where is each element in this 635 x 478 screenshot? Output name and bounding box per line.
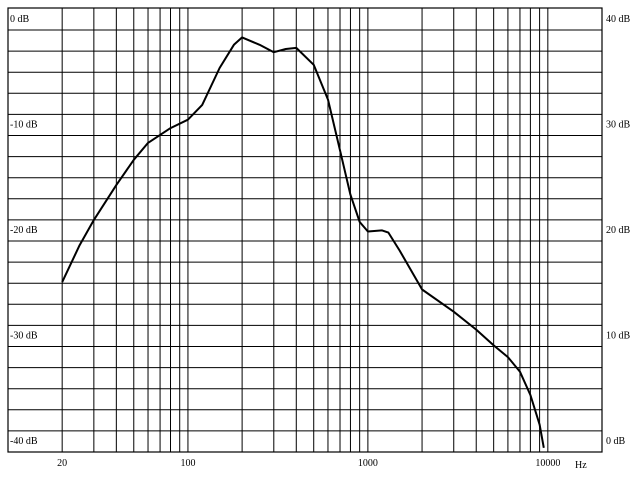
response-curve [61, 36, 545, 448]
y2-tick-label: 0 dB [606, 436, 626, 447]
y-tick-label: 0 dB [10, 14, 30, 25]
x-tick-label: 1000 [358, 458, 378, 469]
x-tick-label: 10000 [535, 458, 560, 469]
y2-tick-label: 10 dB [606, 331, 631, 342]
y2-tick-label: 40 dB [606, 14, 631, 25]
y2-tick-label: 20 dB [606, 225, 631, 236]
x-axis-label: Hz [575, 460, 587, 471]
y2-tick-label: 30 dB [606, 120, 631, 131]
frame [7, 7, 603, 453]
y-tick-label: -30 dB [10, 331, 38, 342]
y-tick-label: -20 dB [10, 225, 38, 236]
y-tick-label: -40 dB [10, 436, 38, 447]
x-tick-label: 20 [57, 458, 67, 469]
y-tick-label: -10 dB [10, 120, 38, 131]
x-tick-label: 100 [180, 458, 195, 469]
